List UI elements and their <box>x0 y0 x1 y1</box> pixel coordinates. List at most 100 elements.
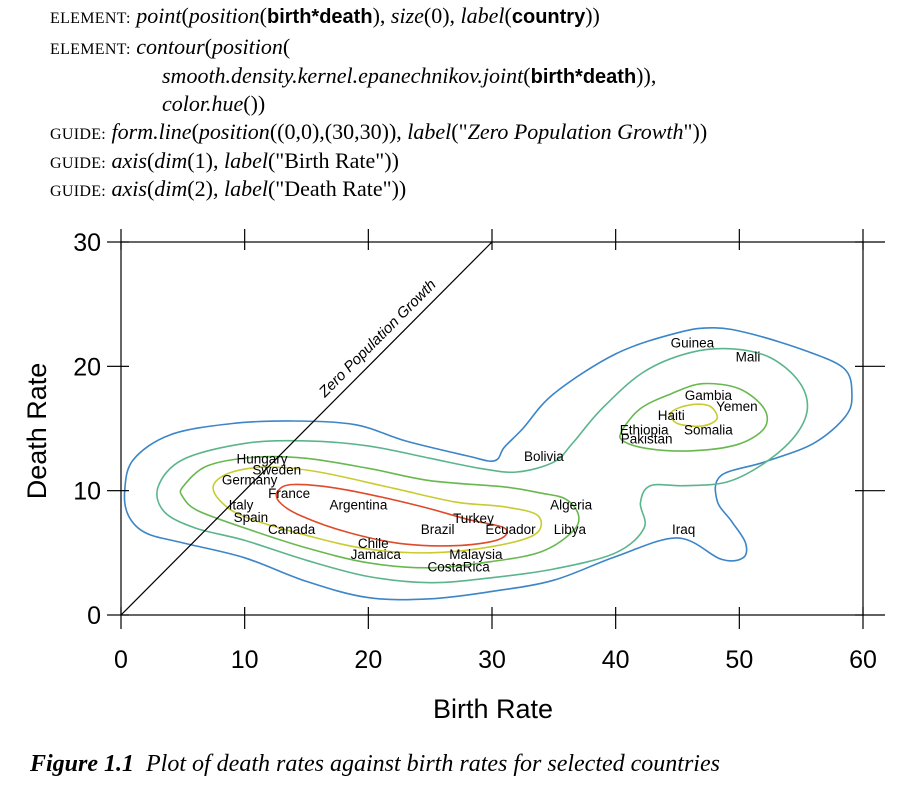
code-token: ( <box>504 3 512 28</box>
code-token: label <box>223 148 268 173</box>
code-token: axis <box>111 176 147 201</box>
country-label: Somalia <box>684 423 733 438</box>
code-token: birth*death <box>530 66 637 88</box>
contour-line-1 <box>123 326 853 601</box>
code-keyword: GUIDE: <box>50 126 107 143</box>
code-token: ((0,0),(30,30)), <box>269 119 408 144</box>
country-label: Brazil <box>421 522 455 537</box>
code-token: (1), <box>187 148 224 173</box>
country-label: Haiti <box>658 408 685 423</box>
country-label: Hungary <box>236 451 287 466</box>
contour-line-2 <box>156 347 809 584</box>
country-label: Ecuador <box>485 522 536 537</box>
code-token: color.hue <box>162 91 244 116</box>
code-line: GUIDE: axis(dim(1), label("Birth Rate")) <box>50 147 399 178</box>
code-line: ELEMENT: point(position(birth*death), si… <box>50 2 600 33</box>
x-tick-label: 60 <box>849 646 877 674</box>
country-label: Iraq <box>672 522 695 537</box>
code-token: contour <box>136 34 205 59</box>
country-label: Chile <box>358 536 389 551</box>
code-keyword: GUIDE: <box>50 183 107 200</box>
country-label: Algeria <box>550 497 593 512</box>
country-label: Libya <box>554 522 587 537</box>
code-token: position <box>211 34 283 59</box>
x-tick-label: 30 <box>478 646 506 674</box>
gpl-code-block: ELEMENT: point(position(birth*death), si… <box>0 0 910 215</box>
code-token: label <box>407 119 452 144</box>
country-label: Gambia <box>685 388 733 403</box>
code-token: ()) <box>243 91 266 116</box>
axis-ticks: 0 10 20 30 40 50 60 0 10 20 30 <box>73 229 885 674</box>
code-token: ( <box>146 176 155 201</box>
code-token: ), <box>372 3 391 28</box>
x-tick-label: 50 <box>725 646 753 674</box>
country-label: Canada <box>268 522 316 537</box>
code-token: Zero Population Growth <box>467 119 684 144</box>
contour-line-6 <box>669 403 719 428</box>
country-label: France <box>268 486 310 501</box>
country-label: Italy <box>229 497 254 512</box>
y-tick-label: 20 <box>73 353 101 381</box>
reference-line <box>120 241 493 616</box>
code-token: ( <box>523 63 531 88</box>
country-label: Malaysia <box>449 547 503 562</box>
country-label: Spain <box>234 510 269 525</box>
code-token: (" <box>451 119 468 144</box>
code-token: dim <box>154 148 188 173</box>
code-line: GUIDE: axis(dim(2), label("Death Rate")) <box>50 175 406 206</box>
y-axis-title: Death Rate <box>22 363 52 500</box>
code-token: size <box>390 3 424 28</box>
x-tick-label: 0 <box>114 646 128 674</box>
country-label: CostaRica <box>427 560 490 575</box>
code-line: color.hue()) <box>162 90 265 118</box>
code-line: GUIDE: form.line(position((0,0),(30,30))… <box>50 118 707 149</box>
code-line: ELEMENT: contour(position( <box>50 33 290 64</box>
code-keyword: GUIDE: <box>50 155 107 172</box>
code-token: ( <box>146 148 155 173</box>
code-token: ")) <box>683 119 708 144</box>
code-line: smooth.density.kernel.epanechnikov.joint… <box>162 62 656 91</box>
country-label: Yemen <box>716 399 758 414</box>
contour-line-5 <box>212 466 543 554</box>
density-contours <box>123 326 853 601</box>
country-label: Bolivia <box>524 449 564 464</box>
caption-number: Figure 1.1 <box>30 751 135 777</box>
code-keyword: ELEMENT: <box>50 10 131 27</box>
caption-text: Plot of death rates against birth rates … <box>146 751 720 777</box>
x-axis-title: Birth Rate <box>433 694 553 724</box>
code-token: position <box>188 3 260 28</box>
code-token: (0), <box>423 3 461 28</box>
country-label: Jamaica <box>351 547 402 562</box>
y-tick-label: 30 <box>73 229 101 257</box>
country-label: Pakistan <box>621 431 673 446</box>
code-token: ("Death Rate")) <box>267 176 407 201</box>
code-token: smooth.density.kernel.epanechnikov.joint <box>162 63 524 88</box>
y-tick-label: 0 <box>87 602 101 630</box>
y-tick-label: 10 <box>73 478 101 506</box>
code-token: ( <box>204 34 212 59</box>
code-token: axis <box>111 148 147 173</box>
code-token: (2), <box>187 176 224 201</box>
code-token: )), <box>636 63 657 88</box>
country-label: Ethiopia <box>620 423 669 438</box>
code-token: ("Birth Rate")) <box>267 148 399 173</box>
x-tick-label: 10 <box>231 646 259 674</box>
code-token: birth*death <box>267 6 373 28</box>
x-tick-label: 20 <box>354 646 382 674</box>
code-token: dim <box>154 176 188 201</box>
code-token: ( <box>181 3 189 28</box>
contour-line-7 <box>275 483 508 547</box>
country-label: Guinea <box>671 336 715 351</box>
code-token: country <box>511 6 586 28</box>
reference-line-label: Zero Population Growth <box>315 276 439 401</box>
figure-caption: Figure 1.1 Plot of death rates against b… <box>30 751 720 778</box>
country-label: Germany <box>222 472 278 487</box>
code-token: )) <box>585 3 600 28</box>
code-token: point <box>136 3 182 28</box>
code-token: position <box>198 119 270 144</box>
code-token: ( <box>282 34 291 59</box>
x-tick-label: 40 <box>602 646 630 674</box>
code-token: ( <box>259 3 267 28</box>
country-label: Mali <box>736 349 761 364</box>
